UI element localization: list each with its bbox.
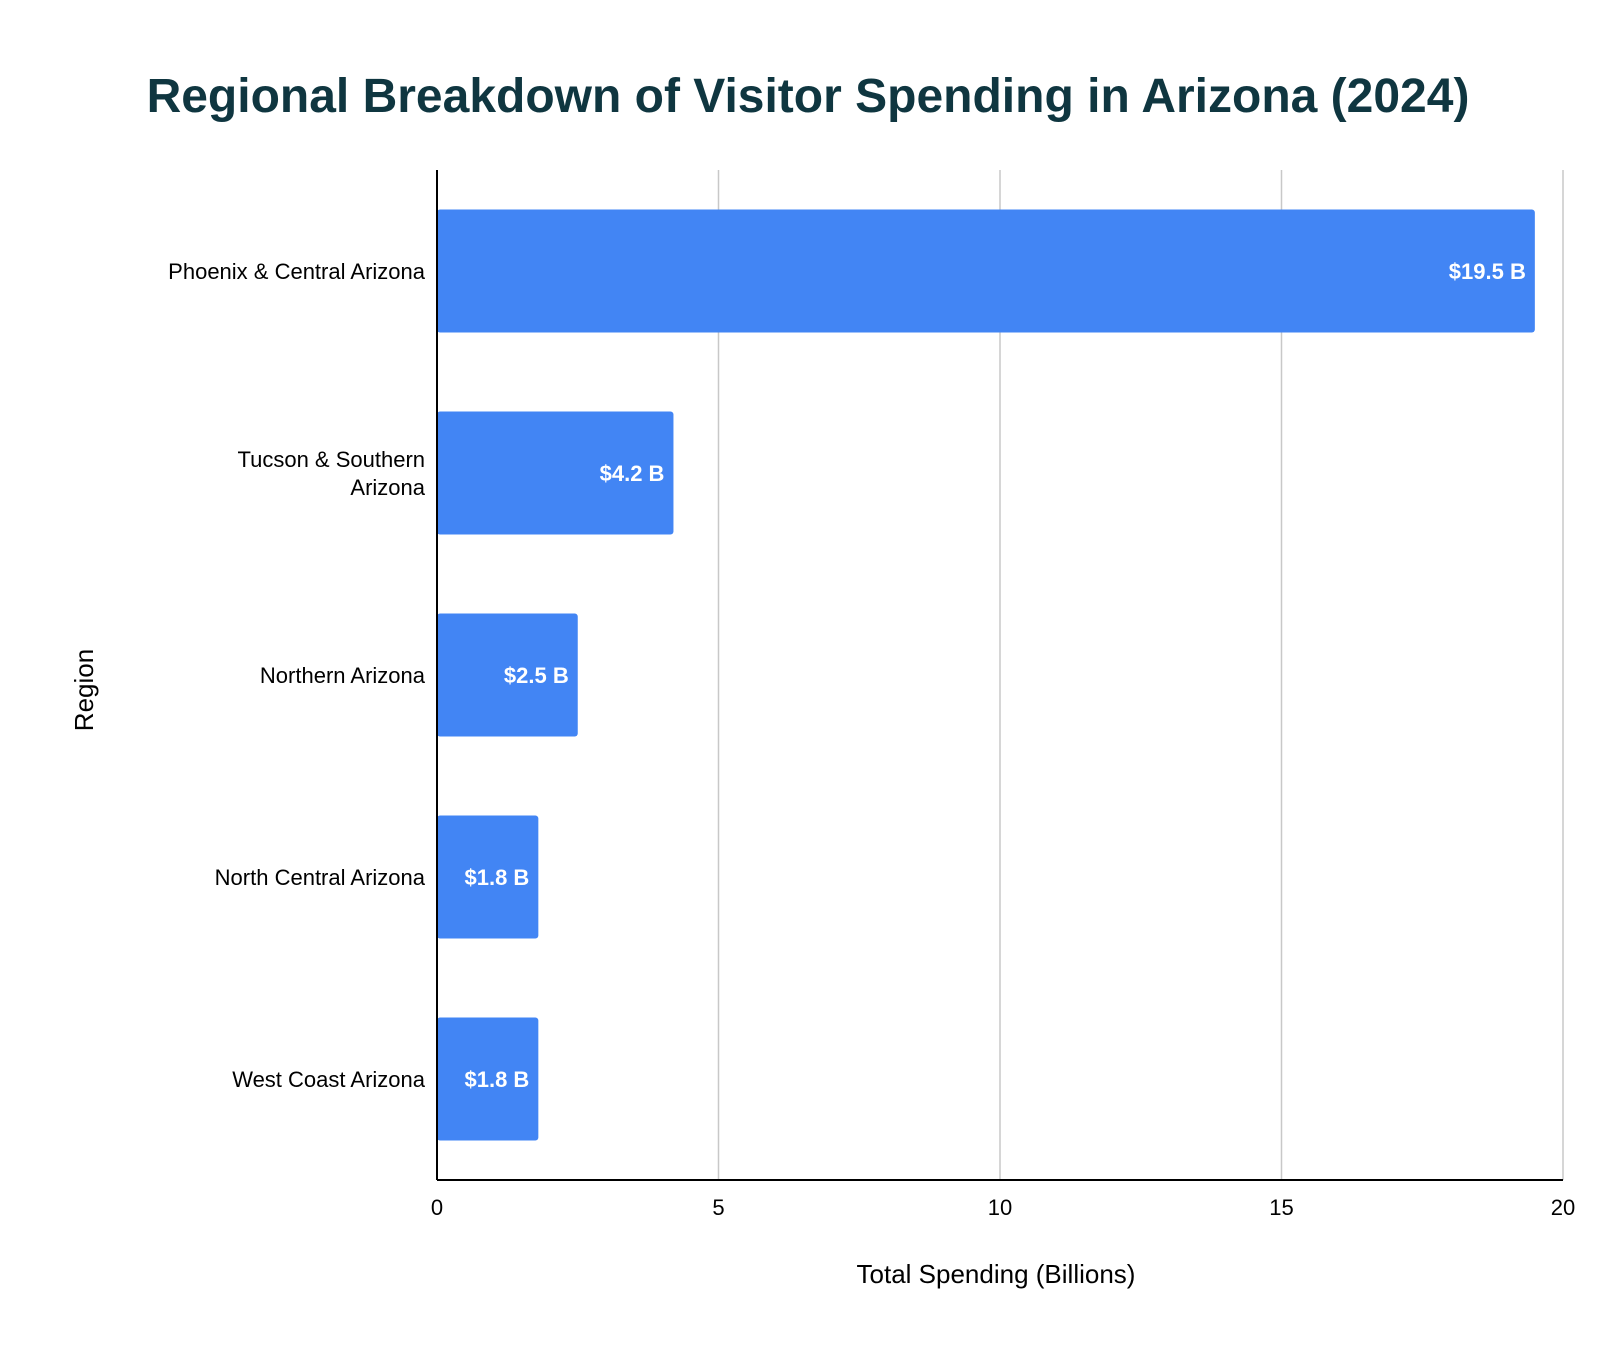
x-tick-label: 10 [988, 1195, 1012, 1220]
category-label: Northern Arizona [260, 663, 426, 688]
category-label: North Central Arizona [215, 865, 426, 890]
bar [437, 1017, 539, 1141]
category-label: Phoenix & Central Arizona [168, 259, 426, 284]
data-label: $4.2 B [600, 461, 665, 486]
bar [437, 411, 674, 535]
data-label: $19.5 B [1449, 259, 1526, 284]
bar [437, 815, 539, 939]
data-labels: $19.5 B $4.2 B $2.5 B $1.8 B $1.8 B [465, 259, 1526, 1092]
x-tick-label: 0 [431, 1195, 443, 1220]
x-tick-label: 20 [1551, 1195, 1575, 1220]
data-label: $1.8 B [465, 865, 530, 890]
bars [437, 209, 1535, 1141]
category-label: West Coast Arizona [232, 1067, 426, 1092]
y-axis-title: Region [69, 649, 99, 731]
category-labels: Phoenix & Central Arizona Tucson & Southe… [168, 259, 426, 1092]
x-axis-title: Total Spending (Billions) [857, 1259, 1136, 1289]
bar [437, 209, 1535, 333]
grid-lines [717, 170, 1564, 1180]
category-label: Tucson & Southern [237, 447, 425, 472]
x-tick-label: 5 [712, 1195, 724, 1220]
x-tick-label: 15 [1269, 1195, 1293, 1220]
axes [436, 170, 1563, 1181]
bar [437, 613, 578, 737]
x-tick-labels: 0 5 10 15 20 [431, 1195, 1575, 1220]
chart-title: Regional Breakdown of Visitor Spending i… [147, 70, 1470, 123]
data-label: $2.5 B [504, 663, 569, 688]
data-label: $1.8 B [465, 1067, 530, 1092]
category-label: Arizona [350, 475, 425, 500]
